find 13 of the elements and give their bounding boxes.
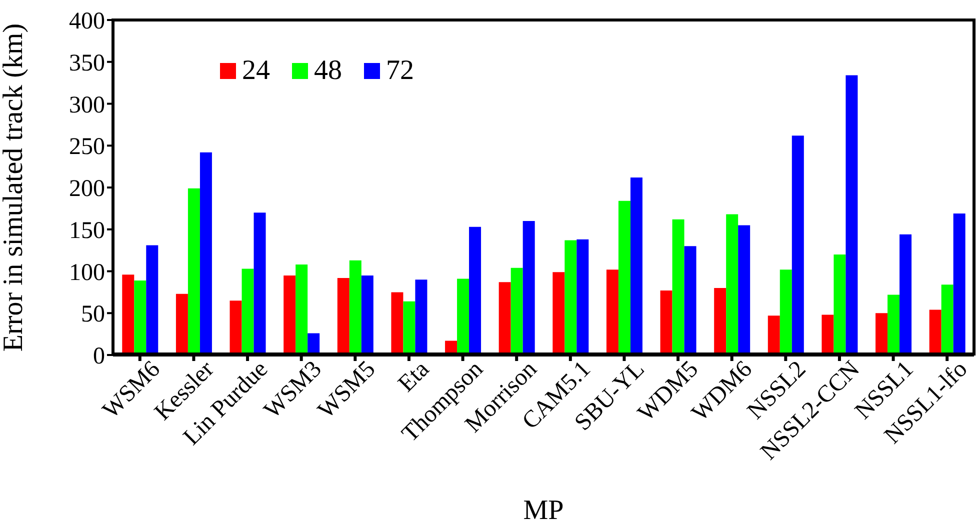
y-tick-label: 300: [69, 92, 105, 118]
y-tick-label: 100: [69, 260, 105, 286]
y-tick-label: 50: [81, 302, 105, 328]
legend-label: 48: [314, 55, 342, 87]
x-axis-title: MP: [523, 495, 564, 523]
legend-label: 24: [242, 55, 270, 87]
legend-label: 72: [386, 55, 414, 87]
y-axis-title: Error in simulated track (km): [0, 23, 29, 352]
y-tick-label: 350: [69, 50, 105, 76]
y-tick-label: 150: [69, 218, 105, 244]
y-tick-label: 400: [69, 8, 105, 35]
y-tick-label: 250: [69, 134, 105, 160]
y-tick-label: 200: [69, 176, 105, 202]
